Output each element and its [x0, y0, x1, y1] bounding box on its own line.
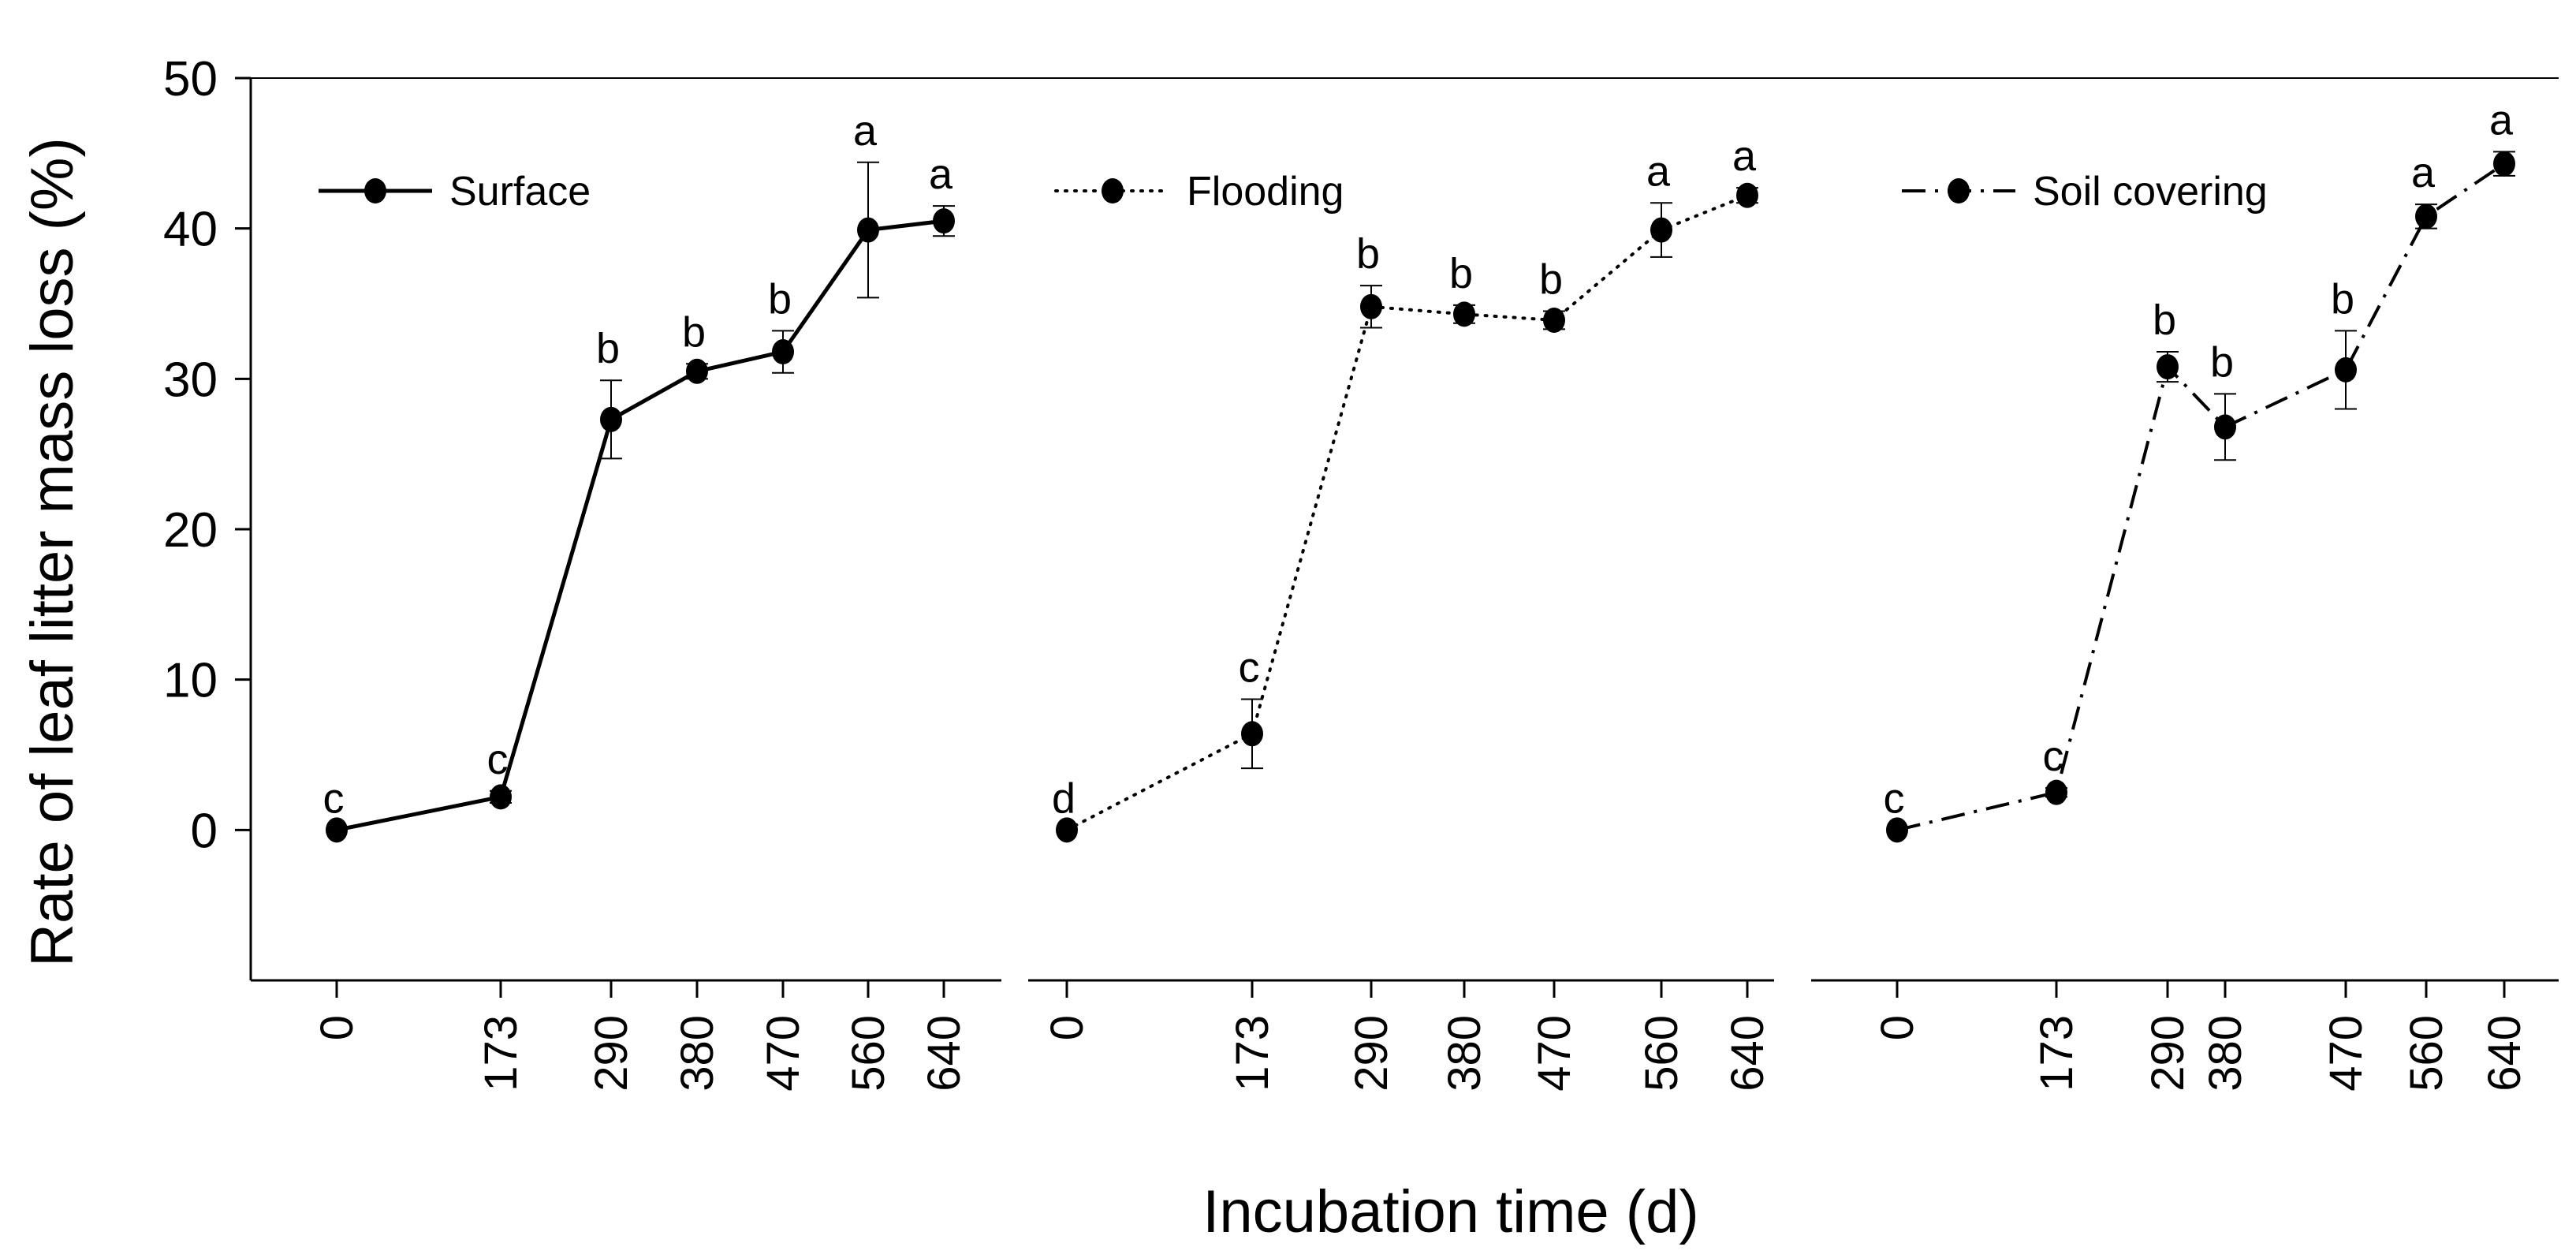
significance-letter: b [2153, 297, 2176, 344]
x-tick-label: 380 [1439, 1015, 1490, 1092]
x-tick-label: 560 [2401, 1015, 2452, 1092]
data-point [1736, 182, 1758, 208]
significance-letter: c [487, 736, 509, 783]
data-point [2493, 151, 2515, 177]
legend-label: Surface [449, 169, 591, 215]
data-point [2415, 203, 2437, 230]
significance-letter: b [596, 325, 620, 372]
legend-marker [1102, 178, 1124, 203]
data-point [933, 208, 955, 234]
legend-marker [364, 178, 386, 203]
data-point [1886, 817, 1908, 843]
x-tick-label: 640 [1722, 1015, 1773, 1092]
data-point [686, 358, 708, 384]
data-point [490, 784, 512, 810]
significance-letter: c [2043, 733, 2064, 780]
data-point [326, 817, 348, 843]
x-tick-label: 0 [1872, 1015, 1923, 1040]
data-point [1241, 721, 1263, 747]
significance-letter: c [1239, 644, 1260, 691]
x-tick-label: 290 [2142, 1015, 2194, 1092]
data-point [600, 406, 622, 432]
significance-letter: a [2489, 96, 2514, 144]
legend: Surface [319, 169, 591, 215]
data-point [772, 339, 794, 365]
data-point [2335, 356, 2357, 383]
x-tick-label: 173 [2031, 1015, 2082, 1092]
x-tick-label: 290 [586, 1015, 637, 1092]
data-point [2045, 779, 2067, 805]
x-tick-label: 290 [1346, 1015, 1397, 1092]
y-tick-label: 10 [163, 654, 218, 708]
data-point [857, 217, 879, 243]
x-tick-label: 470 [758, 1015, 809, 1092]
x-tick-label: 470 [1529, 1015, 1580, 1092]
significance-letter: b [768, 275, 792, 323]
data-point [1056, 817, 1078, 843]
x-tick-label: 640 [919, 1015, 970, 1092]
series-line [1896, 162, 2506, 832]
x-tick-label: 560 [1636, 1015, 1687, 1092]
panel-surface: 0 173 290 380 470 560 640 c c b b b a a Surface [251, 107, 1001, 1092]
data-point [1453, 301, 1475, 327]
significance-letter: c [323, 775, 345, 822]
x-tick-label: 0 [311, 1015, 363, 1040]
significance-letter: d [1052, 775, 1076, 822]
y-tick-label: 30 [163, 353, 218, 407]
significance-letter: b [682, 308, 706, 356]
x-tick-label: 560 [843, 1015, 894, 1092]
significance-letter: b [1356, 230, 1380, 278]
significance-letter: a [1732, 133, 1757, 180]
x-tick-label: 640 [2479, 1015, 2530, 1092]
legend-label: Flooding [1187, 169, 1344, 215]
y-axis: 0 10 20 30 40 50 [163, 52, 252, 980]
y-tick-label: 40 [163, 203, 218, 257]
series-line [336, 218, 945, 832]
x-tick-label: 380 [2200, 1015, 2251, 1092]
data-point [1360, 293, 1382, 319]
x-tick-label: 0 [1042, 1015, 1093, 1040]
legend: Soil covering [1902, 169, 2268, 215]
significance-letter: c [1884, 775, 1905, 822]
data-point [1650, 217, 1672, 243]
significance-letter: b [1539, 256, 1563, 304]
x-axis-title: Incubation time (d) [1202, 1178, 1698, 1245]
significance-letter: b [2331, 275, 2354, 323]
data-point [1543, 307, 1565, 333]
x-tick-label: 470 [2321, 1015, 2372, 1092]
significance-letter: b [1449, 250, 1473, 297]
x-tick-label: 173 [475, 1015, 527, 1092]
significance-letter: a [2411, 149, 2436, 196]
series-line [1065, 193, 1749, 832]
x-tick-label: 380 [672, 1015, 723, 1092]
y-tick-label: 0 [191, 804, 218, 858]
significance-letter: a [1646, 147, 1671, 195]
legend-label: Soil covering [2033, 169, 2268, 215]
x-tick-label: 173 [1227, 1015, 1278, 1092]
y-tick-label: 50 [163, 52, 218, 106]
panel-flooding: 0 173 290 380 470 560 640 d c b b b a a Flooding [1028, 133, 1774, 1092]
data-point [2214, 414, 2236, 440]
legend-marker [1948, 178, 1970, 203]
significance-letter: a [853, 107, 878, 155]
y-axis-title: Rate of leaf litter mass loss (%) [19, 137, 86, 967]
y-tick-label: 20 [163, 503, 218, 558]
data-point [2157, 354, 2179, 380]
significance-letter: b [2210, 338, 2234, 386]
legend: Flooding [1054, 169, 1344, 215]
significance-letter: a [929, 151, 953, 198]
